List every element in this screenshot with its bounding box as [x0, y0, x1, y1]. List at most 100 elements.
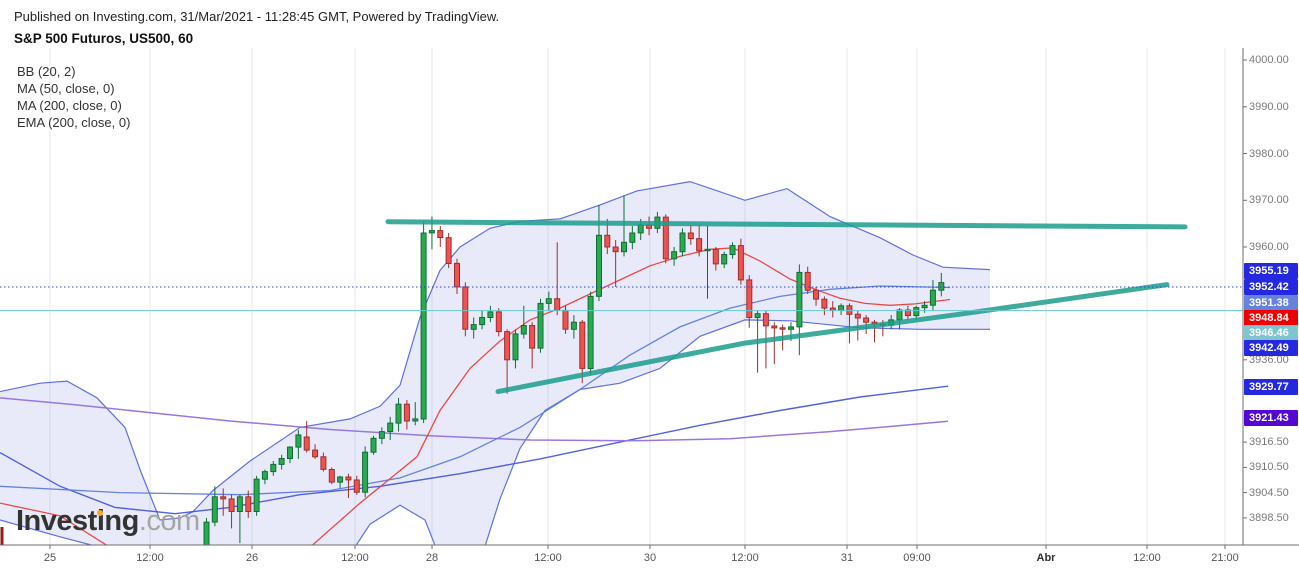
candle [437, 230, 444, 239]
candle [570, 321, 577, 330]
candle [704, 248, 711, 252]
candle [395, 403, 402, 424]
candle [261, 471, 268, 480]
price-badge-ma50: 3951.38 [1244, 295, 1298, 311]
candle [562, 309, 569, 330]
price-badge-bb-upper: 3955.19 [1244, 263, 1298, 279]
candle [737, 245, 744, 281]
price-tick-label: 3898.50 [1249, 511, 1289, 524]
candle [537, 302, 544, 349]
candle [236, 496, 243, 512]
candle [662, 216, 669, 260]
price-tick-label: 3936.00 [1249, 353, 1289, 366]
candle [470, 324, 477, 330]
candle [253, 478, 260, 513]
time-tick-label: 25 [43, 552, 57, 564]
candle [462, 286, 469, 330]
candle [353, 479, 360, 493]
candle [504, 331, 511, 361]
candle [220, 496, 227, 500]
candle [412, 418, 419, 422]
plot-area[interactable] [0, 48, 1243, 574]
published-line: Published on Investing.com, 31/Mar/2021 … [14, 9, 500, 24]
candle [913, 307, 920, 317]
time-axis[interactable]: 25 12:00 26 12:00 28 12:00 30 12:00 31 09:00 Abr 12… [0, 545, 1299, 574]
candle [554, 298, 561, 312]
candle [337, 476, 344, 483]
price-badge-bb-lower: 3942.49 [1244, 340, 1298, 356]
trendline-rising-support[interactable] [495, 282, 1170, 395]
candle [687, 232, 694, 240]
time-tick-label: 09:00 [903, 552, 931, 564]
time-tick-label: 31 [840, 552, 854, 564]
price-badge-bb-basis: 3948.84 [1244, 310, 1298, 326]
candles [203, 195, 945, 545]
candle [863, 317, 870, 323]
candle [821, 298, 828, 309]
candle [270, 463, 277, 473]
time-tick-label: 28 [425, 552, 439, 564]
time-tick-label: 30 [643, 552, 657, 564]
bollinger-lower-line [0, 319, 990, 545]
logo-i: i [96, 505, 105, 537]
candle [403, 403, 410, 422]
candle [370, 437, 377, 453]
trendline-upper-resistance[interactable] [385, 219, 1188, 230]
candle [712, 248, 719, 265]
candle [762, 313, 769, 327]
candle [512, 333, 519, 361]
candle [320, 456, 327, 470]
candle [846, 305, 853, 315]
price-tick-label: 3970.00 [1249, 194, 1289, 207]
candle [328, 469, 335, 483]
candle [696, 238, 703, 252]
price-tick-label: 3916.50 [1249, 436, 1289, 449]
logo-com: .com [138, 505, 200, 537]
candle [445, 237, 452, 264]
price-axis[interactable]: 3928.503922.504000.003990.003980.003970.… [1243, 45, 1299, 545]
candle [788, 326, 794, 330]
ma200-line [0, 385, 949, 515]
candle [203, 521, 210, 545]
candle [671, 251, 678, 260]
investing-logo[interactable]: Investi ng.com [16, 505, 200, 537]
candle [420, 232, 427, 420]
candle [387, 422, 394, 433]
time-tick-label: 12:00 [534, 552, 562, 564]
candle [771, 325, 778, 329]
candle [854, 313, 861, 319]
candle [621, 241, 627, 253]
candle [813, 289, 819, 300]
candle [579, 321, 586, 369]
price-badge-ema200: 3921.43 [1244, 410, 1298, 426]
candle [804, 271, 811, 291]
candle [245, 496, 252, 512]
indicator-label-bb: BB (20, 2) [17, 64, 76, 79]
time-tick-label: 26 [245, 552, 259, 564]
candle [746, 279, 753, 318]
candle [596, 234, 602, 297]
indicator-label-ema200: EMA (200, close, 0) [17, 115, 131, 130]
candle [454, 262, 460, 288]
logo-text: Invest [16, 505, 97, 537]
price-badge-ma200: 3929.77 [1244, 379, 1298, 395]
candle [228, 498, 235, 512]
candle [495, 311, 502, 333]
time-tick-label: 12:00 [1133, 552, 1161, 564]
candle [729, 245, 736, 256]
price-tick-label: 4000.00 [1249, 54, 1289, 66]
price-tick-label: 3960.00 [1249, 241, 1289, 253]
chart-title: S&P 500 Futuros, US500, 60 [14, 31, 194, 46]
candle [428, 230, 435, 234]
candle [612, 246, 619, 253]
time-tick-label: Abr [1036, 552, 1056, 564]
candle [378, 431, 385, 439]
candle [278, 458, 285, 465]
candle [211, 496, 218, 523]
candle [721, 254, 728, 265]
candle [545, 298, 552, 304]
candle [312, 449, 319, 458]
price-badge-horizontal-level: 3946.46 [1244, 325, 1298, 341]
indicator-label-ma200: MA (200, close, 0) [17, 98, 122, 113]
